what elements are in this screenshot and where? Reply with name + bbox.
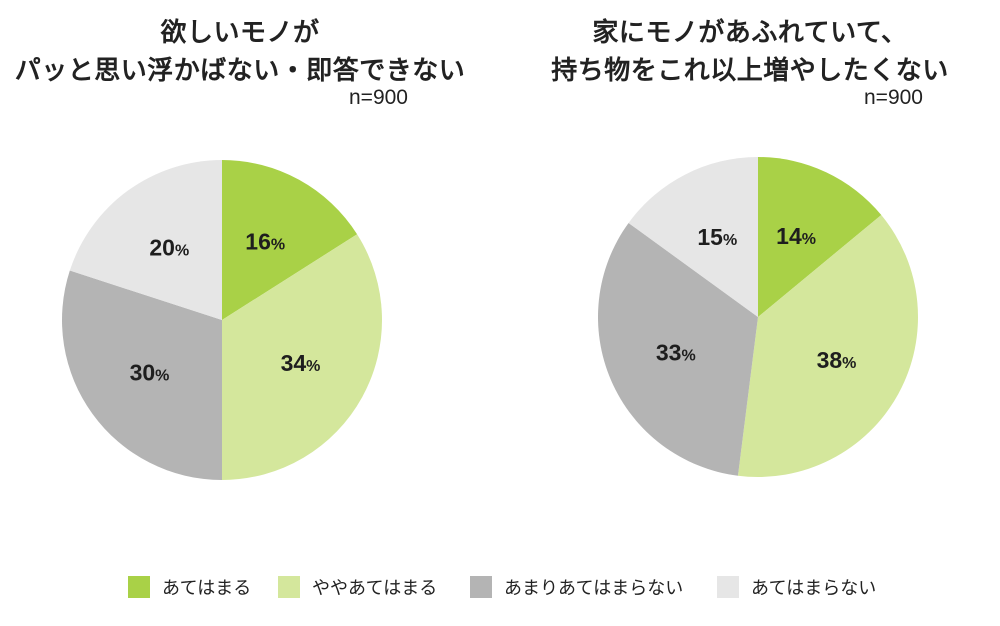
pie-svg-right: 14% 38% 33% 15% [597, 157, 919, 478]
chart-title-right: 家にモノがあふれていて、 持ち物をこれ以上増やしたくない [520, 14, 980, 90]
pie-slice-amari-atehamaranai [597, 222, 758, 476]
slice-label-yaya-atehamaru: 34% [281, 350, 321, 376]
legend-swatch [470, 576, 492, 598]
pie-slice-atehamaru [758, 157, 882, 317]
legend-label: ややあてはまる [312, 578, 438, 599]
chart-title-left-line-2: パッと思い浮かばない・即答できない [14, 56, 466, 86]
legend-label: あまりあてはまらない [504, 578, 684, 599]
legend-label: あてはまらない [751, 578, 877, 599]
sample-size-right: n=900 [864, 86, 923, 109]
slice-label-amari-atehamaranai: 30% [130, 360, 170, 386]
pie-chart-left: 欲しいモノが パッと思い浮かばない・即答できない n=900 16% 34% 30%… [0, 0, 500, 540]
legend-item-yaya-atehamaru: ややあてはまる [278, 572, 437, 602]
pie-slice-yaya-atehamaru [222, 234, 382, 480]
slice-label-atehamaranai: 15% [697, 224, 737, 250]
sample-size-left: n=900 [349, 86, 408, 109]
chart-title-left-line-1: 欲しいモノが [160, 18, 320, 48]
slice-label-atehamaru: 16% [245, 229, 285, 255]
legend-item-atehamaru: あてはまる [128, 572, 251, 602]
legend-swatch [717, 576, 739, 598]
slice-label-atehamaru: 14% [776, 223, 816, 249]
chart-title-right-line-1: 家にモノがあふれていて、 [592, 18, 908, 48]
slice-label-amari-atehamaranai: 33% [656, 340, 696, 366]
legend-item-amari-atehamaranai: あまりあてはまらない [470, 572, 683, 602]
legend: あてはまる ややあてはまる あまりあてはまらない あてはまらない [0, 572, 1000, 602]
pie-svg-left: 16% 34% 30% 20% [61, 160, 382, 480]
pie-slice-atehamaranai [69, 160, 222, 320]
chart-title-right-line-2: 持ち物をこれ以上増やしたくない [551, 56, 949, 86]
legend-swatch [128, 576, 150, 598]
slice-label-atehamaranai: 20% [149, 235, 189, 261]
legend-item-atehamaranai: あてはまらない [717, 572, 876, 602]
slice-label-yaya-atehamaru: 38% [817, 347, 857, 373]
legend-swatch [278, 576, 300, 598]
pie-slice-atehamaranai [628, 157, 758, 317]
pie-slice-atehamaru [222, 160, 358, 320]
pie-slice-amari-atehamaranai [61, 270, 222, 480]
legend-label: あてはまる [162, 578, 252, 599]
pie-chart-right: 家にモノがあふれていて、 持ち物をこれ以上増やしたくない n=900 14% 38… [500, 0, 1000, 540]
chart-title-left: 欲しいモノが パッと思い浮かばない・即答できない [10, 14, 470, 90]
pie-slice-yaya-atehamaru [737, 215, 919, 478]
